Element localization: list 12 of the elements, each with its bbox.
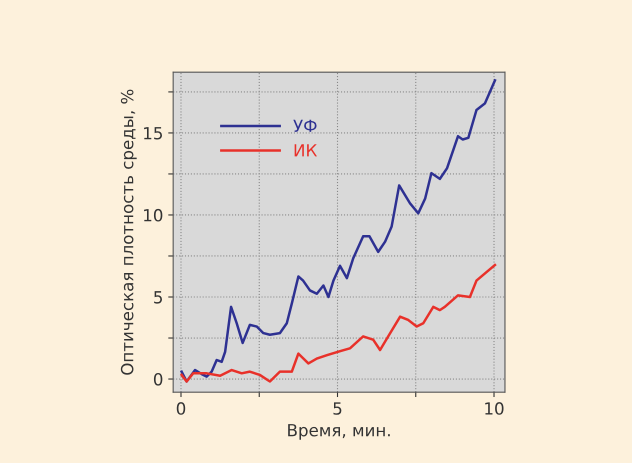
x-tick-label: 0 xyxy=(176,402,186,415)
x-tick-label: 10 xyxy=(485,402,504,415)
x-axis-title: Время, мин. xyxy=(288,424,390,440)
line-series xyxy=(180,264,496,383)
y-tick-label: 10 xyxy=(144,208,162,222)
y-tick-label: 0 xyxy=(154,373,162,386)
legend-label: ИК xyxy=(294,144,317,156)
y-axis-title: Оптическая плотность среды, % xyxy=(120,90,137,375)
x-tick-label: 5 xyxy=(333,402,342,415)
y-tick-label: 15 xyxy=(144,127,162,140)
legend-label: УФ xyxy=(293,120,317,132)
y-tick-label: 5 xyxy=(154,291,162,304)
